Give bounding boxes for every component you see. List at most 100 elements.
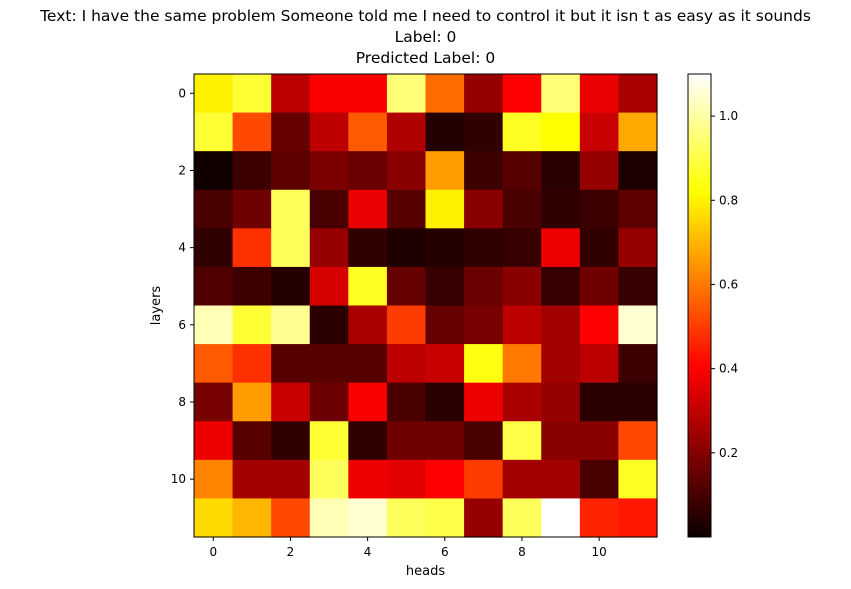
heatmap-cell: [309, 228, 349, 268]
heatmap-cell: [271, 112, 311, 152]
heatmap-cell: [309, 189, 349, 229]
heatmap-cell: [194, 112, 234, 152]
x-tick-label: 4: [364, 545, 372, 559]
heatmap-cell: [386, 421, 427, 461]
colorbar-tick-label: 1.0: [719, 109, 738, 123]
heatmap-cell: [309, 151, 349, 191]
heatmap-cell: [425, 305, 465, 345]
heatmap-cell: [232, 74, 272, 114]
x-tick-label: 8: [518, 545, 526, 559]
colorbar-gradient: [687, 73, 712, 538]
heatmap-cell: [348, 421, 388, 461]
heatmap-cell: [502, 112, 542, 152]
chart-title: Text: I have the same problem Someone to…: [0, 6, 851, 69]
heatmap-cell: [464, 305, 504, 345]
heatmap-cell: [271, 189, 311, 229]
heatmap-cell: [425, 151, 465, 191]
x-tick-label: 2: [287, 545, 295, 559]
heatmap-cell: [232, 459, 272, 500]
heatmap-cell: [425, 266, 465, 307]
heatmap-cell: [579, 266, 620, 307]
y-tick-label: 6: [178, 318, 186, 332]
x-axis: 0 2 4 6 8 10: [209, 537, 607, 559]
heatmap-cell: [502, 151, 542, 191]
heatmap-cell: [271, 498, 311, 538]
x-axis-label: heads: [406, 564, 445, 579]
heatmap-cell: [194, 344, 234, 384]
heatmap-cell: [618, 112, 658, 152]
heatmap-cell: [271, 344, 311, 384]
heatmap-cell: [502, 266, 542, 307]
heatmap-cell: [348, 112, 388, 152]
heatmap-cell: [502, 382, 542, 422]
heatmap-cell: [425, 189, 465, 229]
plot-frame: [193, 73, 658, 538]
heatmap-cell: [309, 305, 349, 345]
heatmap-cell: [271, 459, 311, 500]
heatmap-cell: [425, 382, 465, 422]
heatmap-cell: [386, 74, 427, 114]
heatmap-cell: [271, 74, 311, 114]
colorbar-tick-label: 0.6: [719, 277, 738, 291]
heatmap-cell: [579, 498, 620, 538]
heatmap-cell: [618, 459, 658, 500]
heatmap-cell: [309, 344, 349, 384]
heatmap-cell: [194, 382, 234, 422]
heatmap-cell: [232, 498, 272, 538]
heatmap-cell: [348, 498, 388, 538]
heatmap-cell: [386, 151, 427, 191]
heatmap-cell: [232, 305, 272, 345]
heatmap-cell: [271, 266, 311, 307]
chart-title-predicted: Predicted Label: 0: [355, 49, 496, 67]
heatmap-cell: [271, 382, 311, 422]
heatmap-cell: [464, 421, 504, 461]
heatmap-cell: [386, 228, 427, 268]
heatmap-cell: [579, 382, 620, 422]
heatmap-cell: [194, 228, 234, 268]
heatmap-cell: [541, 189, 581, 229]
heatmap-cell: [425, 344, 465, 384]
heatmap-cell: [464, 344, 504, 384]
heatmap-cell: [271, 305, 311, 345]
heatmap-cell: [579, 459, 620, 500]
heatmap-cell: [232, 112, 272, 152]
heatmap-cell: [348, 344, 388, 384]
heatmap-cell: [194, 459, 234, 500]
heatmap-cell: [232, 421, 272, 461]
heatmap-cell: [348, 74, 388, 114]
heatmap-cell: [618, 189, 658, 229]
heatmap-cell: [464, 74, 504, 114]
heatmap-cell: [348, 189, 388, 229]
heatmap-cell: [271, 228, 311, 268]
heatmap-cell: [309, 459, 349, 500]
y-axis: 0 2 4 6 8 10: [171, 86, 194, 486]
heatmap-cell: [425, 112, 465, 152]
heatmap-cell: [541, 305, 581, 345]
heatmap-cell: [579, 74, 620, 114]
heatmap-cell: [425, 421, 465, 461]
heatmap-cell: [502, 305, 542, 345]
heatmap-cell: [309, 266, 349, 307]
heatmap-cell: [309, 112, 349, 152]
heatmap-cell: [618, 421, 658, 461]
heatmap-cell: [464, 151, 504, 191]
x-tick-label: 10: [591, 545, 606, 559]
heatmap-cell: [194, 189, 234, 229]
heatmap-cell: [579, 112, 620, 152]
y-tick-label: 4: [178, 241, 186, 255]
heatmap-cell: [579, 151, 620, 191]
heatmap-cell: [309, 382, 349, 422]
heatmap-cell: [502, 344, 542, 384]
heatmap-cell: [541, 344, 581, 384]
heatmap-cell: [579, 305, 620, 345]
heatmap-cell: [541, 228, 581, 268]
heatmap-cell: [464, 498, 504, 538]
heatmap-cell: [386, 382, 427, 422]
heatmap-cell: [232, 151, 272, 191]
heatmap-cell: [386, 266, 427, 307]
heatmap-cell: [232, 266, 272, 307]
y-tick-label: 10: [171, 472, 186, 486]
heatmap-cell: [386, 459, 427, 500]
heatmap-cell: [309, 74, 349, 114]
